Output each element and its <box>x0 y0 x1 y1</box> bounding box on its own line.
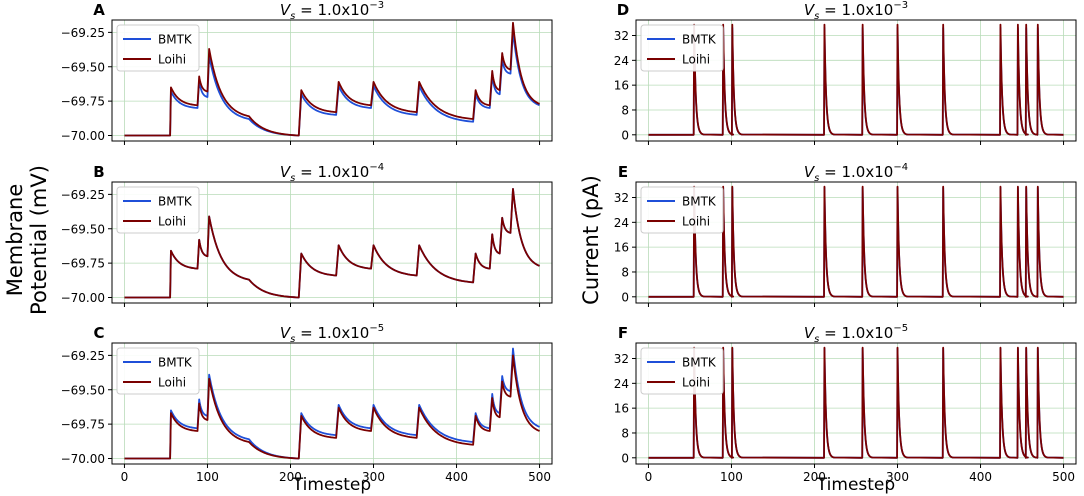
panel-letter: F <box>618 324 628 342</box>
x-tick-label: 200 <box>803 470 826 484</box>
legend-label-bmtk: BMTK <box>158 356 193 370</box>
legend-label-loihi: Loihi <box>158 215 186 229</box>
y-tick-label: −69.25 <box>61 26 105 40</box>
panel-c: 0 100 200 300 400 500 −69.25 −69.50 −69.75 −70.00… <box>61 323 553 484</box>
panel-title: Vs = 1.0x10−5 <box>804 323 908 345</box>
axes-frame <box>635 342 1077 465</box>
panel-letter: A <box>93 1 105 19</box>
y-tick-label: −70.00 <box>61 129 105 143</box>
panel-b: −69.25 −69.50 −69.75 −70.00 B Vs = 1.0x10−4 BM… <box>61 162 553 307</box>
legend: BMTK Loihi <box>116 24 200 72</box>
y-tick-label: −69.50 <box>61 222 105 236</box>
x-tick-label: 400 <box>445 470 468 484</box>
y-tick-label: 16 <box>614 402 629 416</box>
panel-title: Vs = 1.0x10−4 <box>804 162 908 184</box>
y-tick-label: 0 <box>621 128 629 142</box>
x-tick-label: 400 <box>969 470 992 484</box>
axes-frame <box>635 181 1077 304</box>
left-ylabel-line2: Potential (mV) <box>27 165 51 315</box>
panel-title: Vs = 1.0x10−3 <box>280 0 384 22</box>
legend-label-loihi: Loihi <box>682 53 710 67</box>
legend-label-loihi: Loihi <box>682 215 710 229</box>
right-ylabel: Current (pA) <box>579 175 603 305</box>
series-line-loihi <box>648 185 1064 298</box>
right-xlabel: Timestep <box>816 475 895 495</box>
x-tick-label: 0 <box>121 470 129 484</box>
y-tick-label: 24 <box>614 377 629 391</box>
legend-label-loihi: Loihi <box>682 376 710 390</box>
panel-a: −69.25 −69.50 −69.75 −70.00 A Vs = 1.0x10−3 BM… <box>61 0 553 145</box>
y-tick-label: 8 <box>621 426 629 440</box>
y-tick-label: 24 <box>614 54 629 68</box>
y-tick-label: −69.75 <box>61 257 105 271</box>
legend-label-loihi: Loihi <box>158 53 186 67</box>
legend-label-loihi: Loihi <box>158 376 186 390</box>
legend: BMTK Loihi <box>640 24 724 72</box>
series-line-loihi <box>124 21 540 137</box>
axes-frame <box>111 342 553 465</box>
y-tick-label: 0 <box>621 451 629 465</box>
legend: BMTK Loihi <box>640 347 724 395</box>
y-tick-label: 0 <box>621 290 629 304</box>
y-tick-label: 32 <box>614 191 629 205</box>
y-tick-label: 8 <box>621 265 629 279</box>
y-tick-label: 32 <box>614 29 629 43</box>
x-tick-label: 300 <box>886 470 909 484</box>
legend-label-bmtk: BMTK <box>682 195 717 209</box>
panel-letter: C <box>93 324 104 342</box>
y-tick-label: −69.50 <box>61 60 105 74</box>
x-tick-label: 200 <box>279 470 302 484</box>
axes-frame <box>635 19 1077 142</box>
y-tick-label: −69.50 <box>61 383 105 397</box>
legend-label-bmtk: BMTK <box>682 356 717 370</box>
y-tick-label: 8 <box>621 103 629 117</box>
x-tick-label: 500 <box>1052 470 1075 484</box>
legend: BMTK Loihi <box>640 186 724 234</box>
legend: BMTK Loihi <box>116 186 200 234</box>
panel-title: Vs = 1.0x10−4 <box>280 162 384 184</box>
panel-title: Vs = 1.0x10−3 <box>804 0 908 22</box>
y-tick-label: 24 <box>614 216 629 230</box>
x-tick-label: 100 <box>720 470 743 484</box>
series-line-loihi <box>648 23 1064 136</box>
series-line-loihi <box>124 354 540 460</box>
series-line-loihi <box>648 346 1064 459</box>
y-tick-label: −70.00 <box>61 452 105 466</box>
legend-label-bmtk: BMTK <box>682 33 717 47</box>
left-xlabel: Timestep <box>292 475 371 495</box>
left-ylabel-line1: Membrane <box>3 184 27 297</box>
x-tick-label: 300 <box>362 470 385 484</box>
panel-letter: D <box>617 1 629 19</box>
series-line-bmtk <box>124 30 540 137</box>
panel-f: 0 100 200 300 400 500 32 24 16 8 0 F Vs = 1.0x10−5 BM… <box>614 323 1077 484</box>
x-tick-label: 500 <box>528 470 551 484</box>
axes-frame <box>111 19 553 142</box>
y-tick-label: 16 <box>614 79 629 93</box>
y-tick-label: −69.25 <box>61 349 105 363</box>
panel-d: 32 24 16 8 0 D Vs = 1.0x10−3 BMTK Loihi <box>614 0 1077 145</box>
panel-e: 32 24 16 8 0 E Vs = 1.0x10−4 BMTK Loihi <box>614 162 1077 307</box>
legend-label-bmtk: BMTK <box>158 33 193 47</box>
axes-frame <box>111 181 553 304</box>
x-tick-label: 100 <box>196 470 219 484</box>
panel-letter: E <box>618 163 628 181</box>
panel-letter: B <box>93 163 104 181</box>
y-tick-label: 16 <box>614 241 629 255</box>
y-tick-label: −69.25 <box>61 188 105 202</box>
y-tick-label: −69.75 <box>61 418 105 432</box>
y-tick-label: −69.75 <box>61 95 105 109</box>
y-tick-label: −70.00 <box>61 291 105 305</box>
legend: BMTK Loihi <box>116 347 200 395</box>
series-line-loihi <box>124 187 540 299</box>
y-tick-label: 32 <box>614 352 629 366</box>
x-tick-label: 0 <box>645 470 653 484</box>
panel-title: Vs = 1.0x10−5 <box>280 323 384 345</box>
legend-label-bmtk: BMTK <box>158 195 193 209</box>
